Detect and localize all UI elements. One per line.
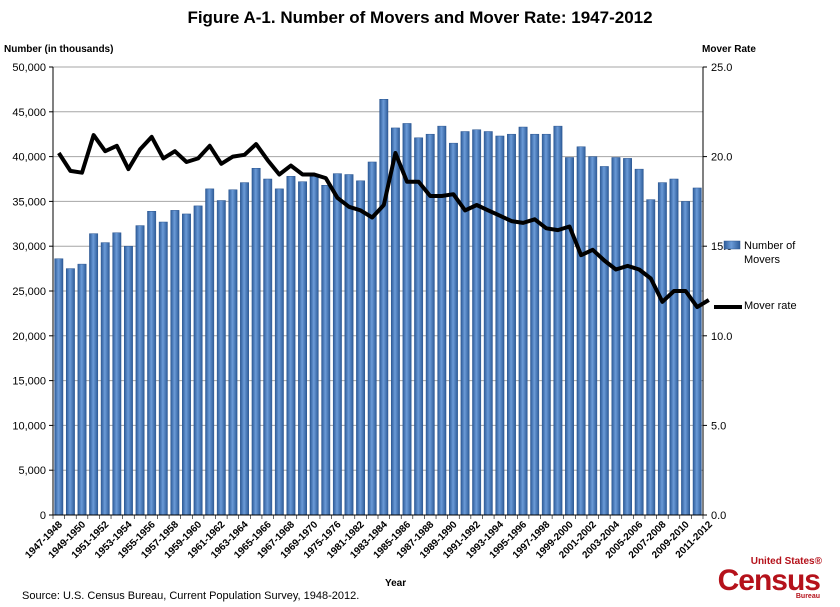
bar (344, 174, 354, 516)
bar (286, 176, 296, 516)
y-right-tick-label: 0.0 (711, 510, 726, 522)
y-right-tick-label: 20.0 (711, 152, 732, 164)
legend-key-movers (723, 240, 741, 250)
bar (530, 133, 540, 516)
bar (205, 188, 215, 516)
bar (692, 187, 702, 516)
logo-line-2: Census (717, 564, 821, 597)
bar (518, 126, 528, 516)
bar (599, 166, 609, 516)
y-tick-label: 50,000 (12, 62, 46, 74)
bar (263, 178, 273, 516)
bar (472, 129, 482, 516)
bar (414, 137, 424, 516)
bar (89, 233, 99, 516)
y-tick-label: 45,000 (12, 107, 46, 119)
legend-label-movers: Number of Movers (744, 240, 796, 266)
bar (379, 99, 389, 516)
bar (309, 176, 319, 516)
bar (681, 201, 691, 516)
bar (437, 125, 447, 516)
bar (251, 167, 261, 516)
logo-line-1: United States® (750, 556, 822, 567)
bar (147, 211, 157, 516)
y-tick-label: 15,000 (12, 376, 46, 388)
y-tick-label: 10,000 (12, 420, 46, 432)
y-axis-label-left: Number (in thousands) (4, 44, 114, 55)
y-tick-label: 40,000 (12, 152, 46, 164)
source-note: Source: U.S. Census Bureau, Current Popu… (22, 590, 360, 602)
bar (646, 199, 656, 516)
y-right-tick-label: 5.0 (711, 420, 726, 432)
y-tick-label: 25,000 (12, 286, 46, 298)
y-axis-label-right: Mover Rate (702, 44, 756, 55)
bar (495, 135, 505, 516)
bar (623, 158, 632, 516)
bar (669, 178, 679, 516)
bar (657, 182, 667, 516)
bar (240, 182, 249, 516)
y-right-tick-label: 25.0 (711, 62, 732, 74)
bar (332, 173, 342, 516)
bar (216, 200, 226, 516)
y-tick-label: 35,000 (12, 196, 46, 208)
bar (576, 146, 586, 516)
bar (158, 221, 168, 516)
bar (112, 232, 122, 516)
bar (483, 131, 493, 516)
bar (54, 258, 64, 516)
bar (541, 133, 551, 516)
bar (228, 189, 238, 516)
bar (588, 156, 598, 516)
bar (170, 210, 180, 516)
legend-label-mover-rate: Mover rate (744, 300, 797, 312)
bar (65, 268, 75, 516)
census-bureau-logo: United States® Census Bureau (717, 556, 830, 601)
bar (298, 181, 307, 516)
bar (321, 185, 331, 516)
bar (356, 180, 366, 516)
y-tick-label: 5,000 (18, 465, 46, 477)
bar (460, 131, 470, 516)
y-tick-label: 20,000 (12, 331, 46, 343)
bar (634, 168, 644, 516)
bar (611, 157, 621, 516)
bar (565, 157, 574, 516)
bar (390, 127, 400, 516)
chart-title: Figure A-1. Number of Movers and Mover R… (187, 8, 653, 27)
bar (553, 125, 563, 516)
y-right-tick-label: 10.0 (711, 331, 732, 343)
y-tick-label: 30,000 (12, 241, 46, 253)
x-axis-label: Year (385, 578, 407, 589)
bar (182, 213, 191, 516)
y-tick-label: 0 (40, 510, 46, 522)
bar (135, 225, 145, 516)
bar (124, 245, 133, 516)
bar (100, 242, 110, 516)
bar (77, 263, 87, 516)
bar (274, 188, 284, 516)
bar (507, 133, 516, 516)
logo-line-3: Bureau (795, 593, 820, 600)
bar (193, 205, 203, 516)
mover-rate-line (57, 133, 710, 310)
